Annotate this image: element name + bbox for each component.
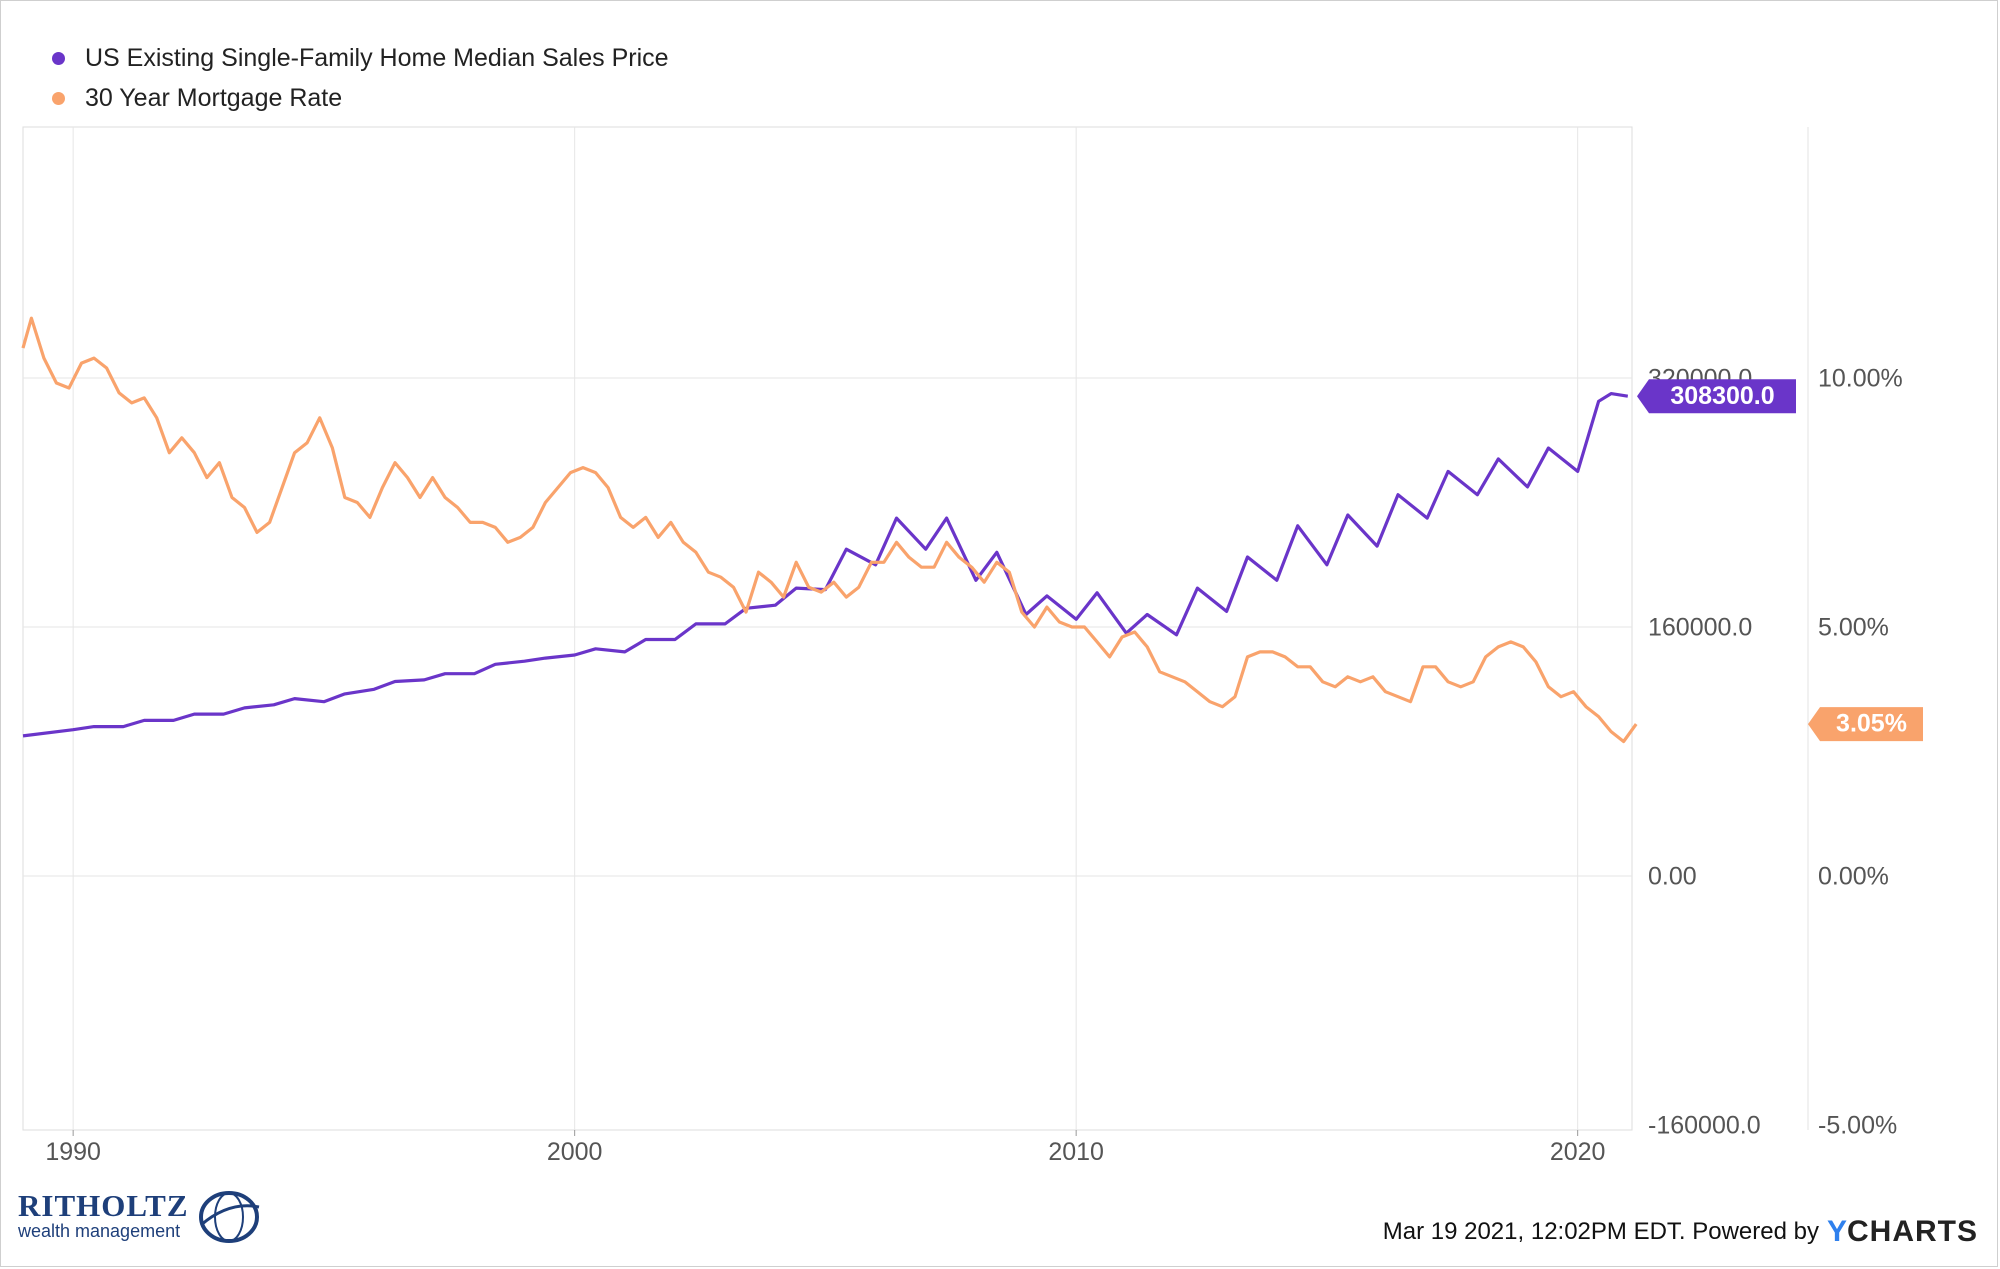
left-axis-tick-label: -160000.0 bbox=[1648, 1112, 1761, 1140]
last-value-badge-rate bbox=[1808, 707, 1923, 742]
legend-item-price[interactable]: US Existing Single-Family Home Median Sa… bbox=[52, 38, 669, 78]
legend-dot-price bbox=[52, 51, 65, 65]
right-axis-tick-label: 0.00% bbox=[1818, 863, 1889, 891]
series-line-price[interactable] bbox=[22, 392, 1629, 738]
last-value-label-rate: 3.05% bbox=[1836, 710, 1907, 738]
right-axis-tick-label: 5.00% bbox=[1818, 614, 1889, 642]
ritholtz-logo: RITHOLTZ wealth management bbox=[18, 1181, 263, 1251]
legend-dot-rate bbox=[52, 91, 65, 105]
footer-timestamp: Mar 19 2021, 12:02PM EDT. Powered by bbox=[1382, 1218, 1819, 1245]
left-axis-tick-label: 160000.0 bbox=[1648, 614, 1752, 642]
x-axis-tick-label: 2010 bbox=[1048, 1138, 1104, 1166]
legend-item-rate[interactable]: 30 Year Mortgage Rate bbox=[52, 78, 669, 118]
globe-icon bbox=[198, 1191, 259, 1243]
legend-label-rate: 30 Year Mortgage Rate bbox=[85, 83, 343, 112]
right-axis-tick-label: 10.00% bbox=[1818, 365, 1903, 393]
right-axis-tick-label: -5.00% bbox=[1818, 1112, 1897, 1140]
last-value-badge-price bbox=[1637, 379, 1796, 414]
last-value-label-price: 308300.0 bbox=[1670, 382, 1774, 410]
left-axis-tick-label: 0.00 bbox=[1648, 863, 1697, 891]
x-axis-tick-label: 1990 bbox=[45, 1138, 101, 1166]
chart-legend: US Existing Single-Family Home Median Sa… bbox=[52, 38, 669, 118]
ycharts-logo-text[interactable]: CHARTS bbox=[1847, 1215, 1978, 1248]
x-axis-tick-label: 2020 bbox=[1550, 1138, 1606, 1166]
chart-footer: Mar 19 2021, 12:02PM EDT. Powered by Y C… bbox=[1383, 1215, 1978, 1249]
x-axis-tick-label: 2000 bbox=[547, 1138, 603, 1166]
ycharts-logo-y[interactable]: Y bbox=[1826, 1215, 1847, 1248]
plot-area bbox=[22, 126, 1633, 1131]
logo-subtitle: wealth management bbox=[18, 1221, 181, 1241]
logo-name: RITHOLTZ bbox=[18, 1188, 189, 1223]
legend-label-price: US Existing Single-Family Home Median Sa… bbox=[85, 43, 669, 72]
series-line-rate[interactable] bbox=[21, 316, 1638, 744]
